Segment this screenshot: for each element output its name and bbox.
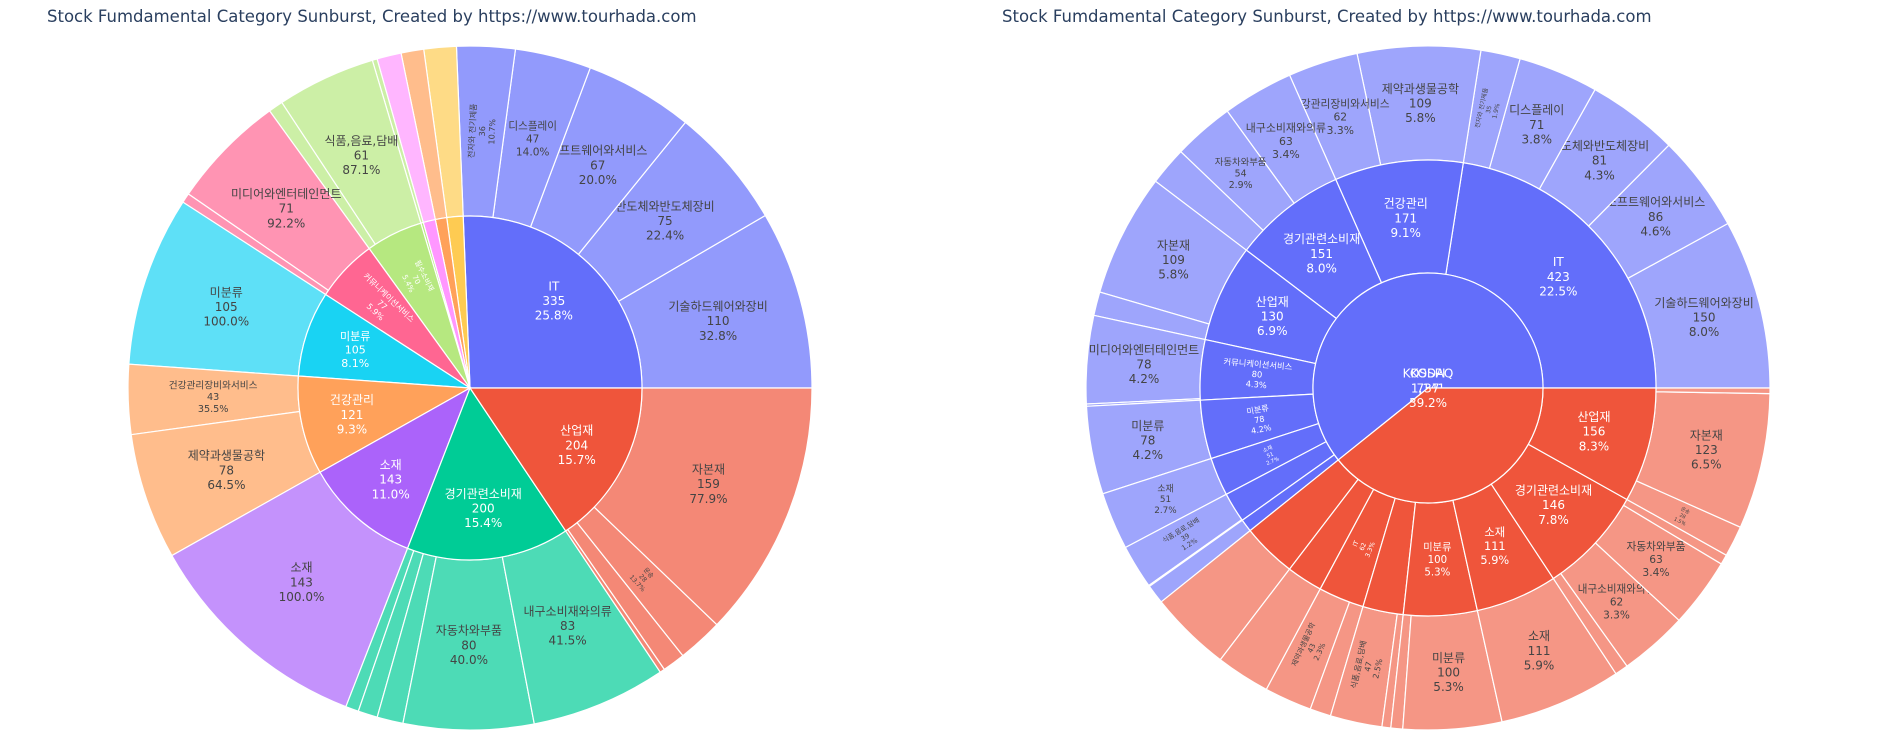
right-chart-title: Stock Fumdamental Category Sunburst, Cre…: [1002, 7, 1652, 26]
left-chart-title: Stock Fumdamental Category Sunburst, Cre…: [47, 7, 697, 26]
inner-segment[interactable]: [319, 386, 472, 550]
right-sunburst: 기술하드웨어와장비 150 8.0%소프트웨어와서비스 86 4.6%반도체와반도체장비…: [1085, 45, 1771, 731]
inner-segment[interactable]: [468, 387, 643, 532]
inner-segment[interactable]: [462, 215, 643, 389]
left-sunburst: 기술하드웨어와장비 110 32.8%반도체와반도체장비 75 22.4%소프트웨어와서…: [127, 45, 813, 731]
inner-segment[interactable]: [297, 375, 473, 474]
inner-segment[interactable]: [1312, 272, 1544, 461]
inner-segment[interactable]: [406, 386, 567, 561]
inner-segment[interactable]: [1337, 387, 1544, 504]
